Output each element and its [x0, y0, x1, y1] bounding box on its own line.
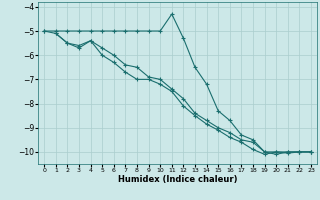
- X-axis label: Humidex (Indice chaleur): Humidex (Indice chaleur): [118, 175, 237, 184]
